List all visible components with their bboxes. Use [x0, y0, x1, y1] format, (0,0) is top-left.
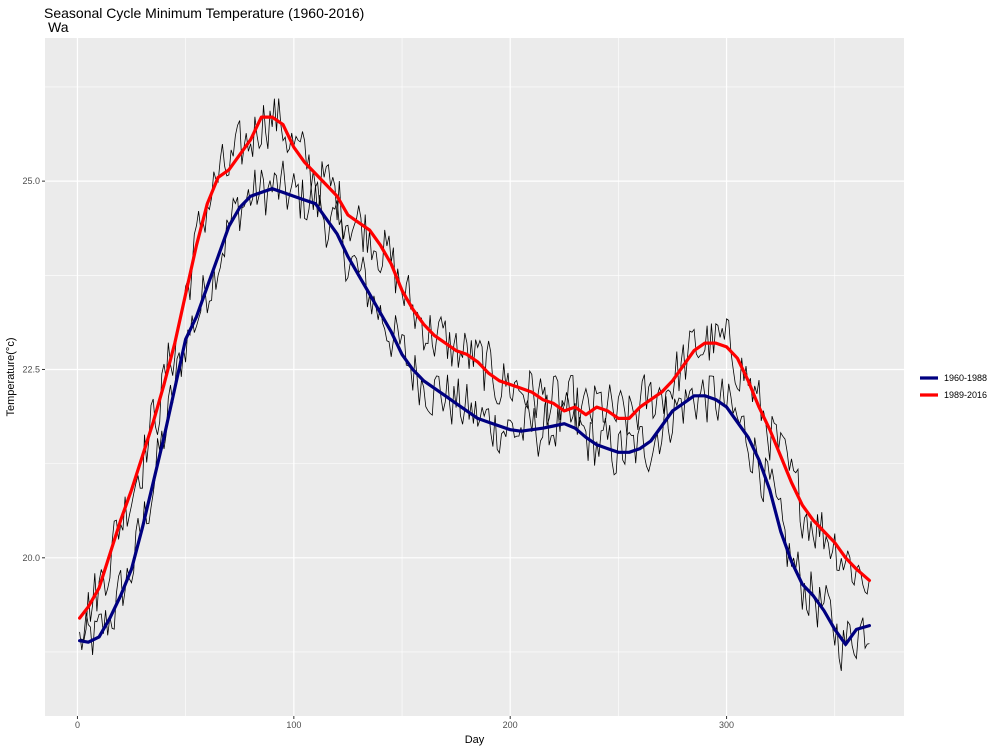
y-tick-label: 25.0	[22, 176, 40, 186]
x-axis-title: Day	[465, 734, 485, 746]
chart-title: Seasonal Cycle Minimum Temperature (1960…	[44, 5, 364, 21]
x-tick-label: 300	[719, 720, 734, 730]
series-line-1960-1988	[77, 187, 872, 647]
smoothed-series-lines	[77, 115, 872, 647]
raw-line-1989-2016	[79, 98, 870, 642]
raw-line-1960-1988	[79, 160, 870, 671]
x-axis-ticks: 0 100 200 300	[75, 716, 734, 730]
legend-label-1960-1988: 1960-1988	[944, 373, 987, 383]
y-tick-label: 20.0	[22, 553, 40, 563]
x-tick-label: 100	[286, 720, 301, 730]
plot-panel	[45, 38, 904, 716]
x-tick-label: 200	[503, 720, 518, 730]
chart-subtitle: Wa	[48, 19, 69, 35]
legend: 1960-1988 1989-2016	[920, 373, 987, 400]
y-axis-ticks: 20.0 22.5 25.0	[22, 176, 45, 563]
legend-label-1989-2016: 1989-2016	[944, 390, 987, 400]
raw-daily-lines	[79, 98, 870, 671]
series-line-1989-2016	[77, 115, 872, 620]
y-axis-title: Temperature(°c)	[5, 338, 17, 417]
y-tick-label: 22.5	[22, 364, 40, 374]
x-tick-label: 0	[75, 720, 80, 730]
major-gridlines	[45, 38, 904, 716]
